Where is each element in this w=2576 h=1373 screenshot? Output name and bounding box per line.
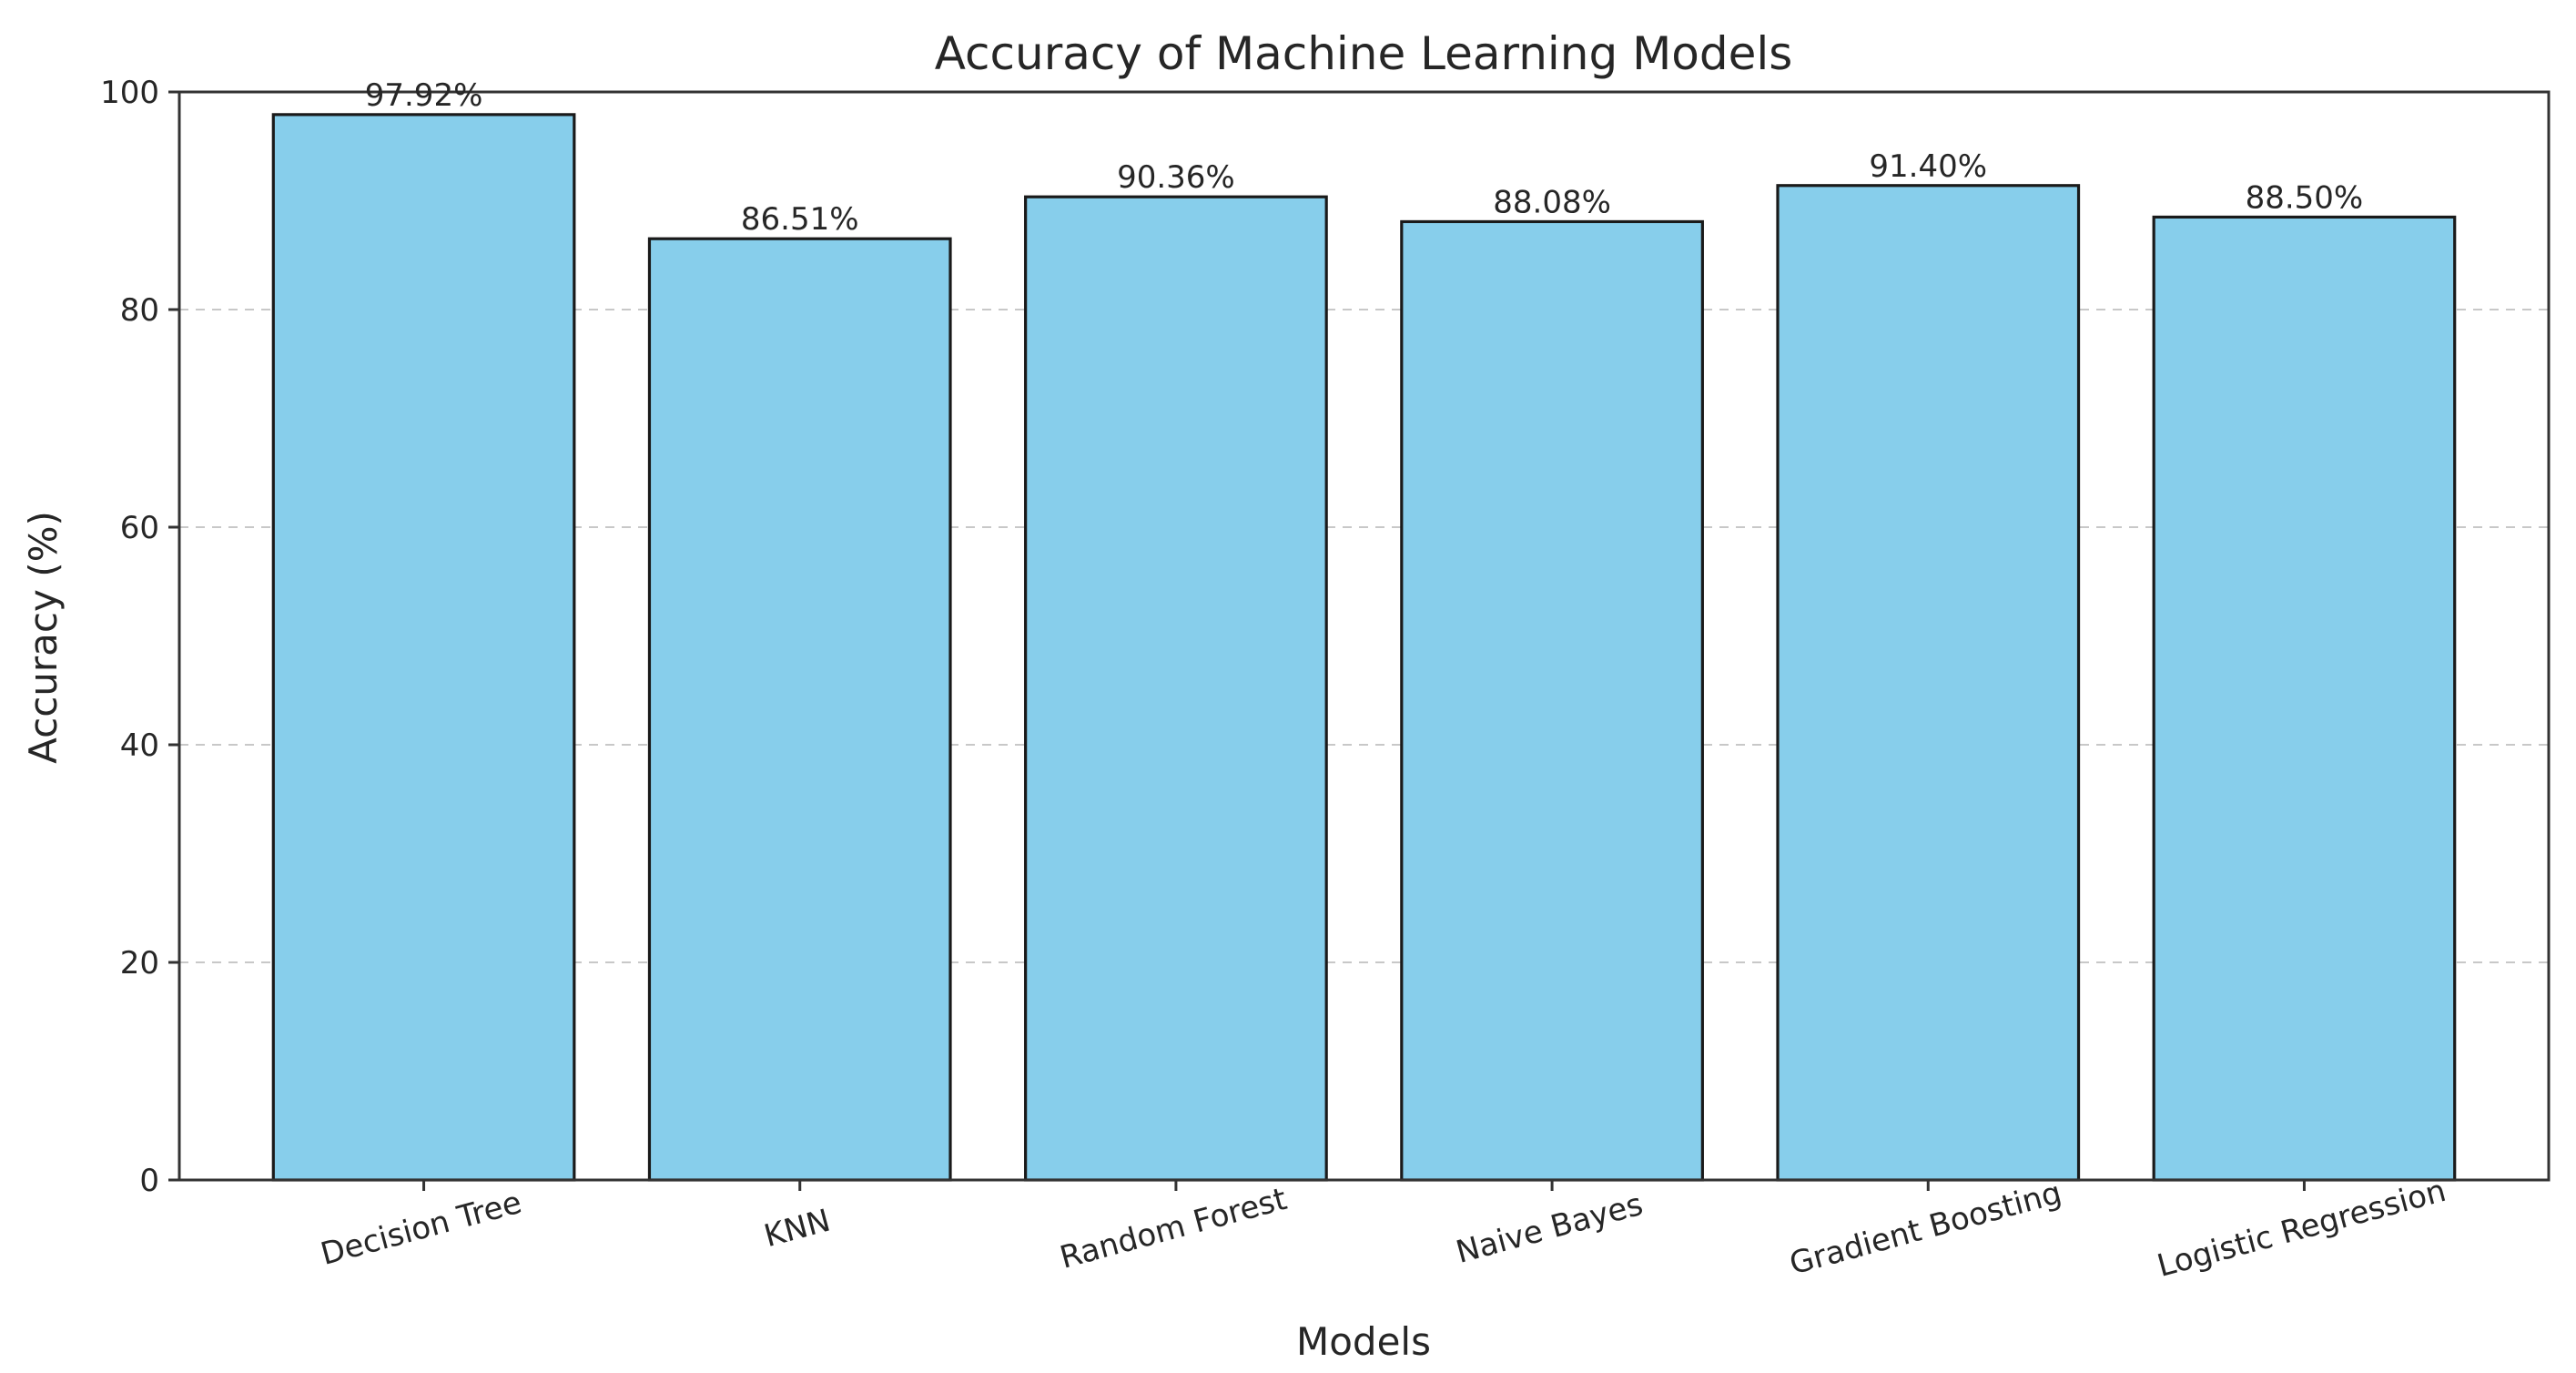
x-tick-label: Decision Tree: [317, 1185, 525, 1273]
x-tick-label: Gradient Boosting: [1786, 1175, 2065, 1282]
x-tick-label: Random Forest: [1056, 1181, 1291, 1276]
bar: [1776, 184, 2081, 1182]
bars-layer: [271, 113, 2457, 1182]
y-tick-label: 100: [100, 75, 159, 111]
bar: [1400, 219, 1704, 1182]
bar: [271, 113, 576, 1182]
y-tick-label: 80: [120, 292, 159, 329]
y-tick-label: 20: [120, 945, 159, 981]
bar-value-label: 91.40%: [1869, 148, 1987, 185]
bar-value-label: 88.50%: [2246, 179, 2364, 216]
y-tick-label: 0: [139, 1163, 159, 1199]
bar: [2152, 215, 2457, 1182]
bar: [647, 237, 952, 1182]
plot-area-border: [177, 90, 2551, 1182]
x-tick-label: Logistic Regression: [2154, 1173, 2449, 1285]
bar-value-label: 97.92%: [365, 77, 483, 114]
y-tick-label: 40: [120, 727, 159, 764]
x-axis-label: Models: [1296, 1319, 1431, 1364]
bar-value-label: 86.51%: [741, 201, 859, 238]
chart-title: Accuracy of Machine Learning Models: [935, 27, 1793, 80]
y-tick-label: 60: [120, 510, 159, 546]
bar-value-labels: 97.92% 86.51% 90.36% 88.08% 91.40% 88.50%: [365, 77, 2364, 238]
bar-value-label: 90.36%: [1117, 159, 1235, 196]
bar-value-label: 88.08%: [1493, 184, 1611, 220]
y-axis-ticks: 0 20 40 60 80 100: [100, 75, 179, 1199]
x-tick-label: KNN: [760, 1203, 834, 1256]
x-axis-ticks: Decision Tree KNN Random Forest Naive Bayes…: [317, 1173, 2449, 1285]
y-axis-label: Accuracy (%): [21, 511, 66, 764]
x-tick-label: Naive Bayes: [1452, 1186, 1647, 1271]
axes-frame: [177, 90, 2551, 1182]
bar: [1024, 195, 1328, 1182]
